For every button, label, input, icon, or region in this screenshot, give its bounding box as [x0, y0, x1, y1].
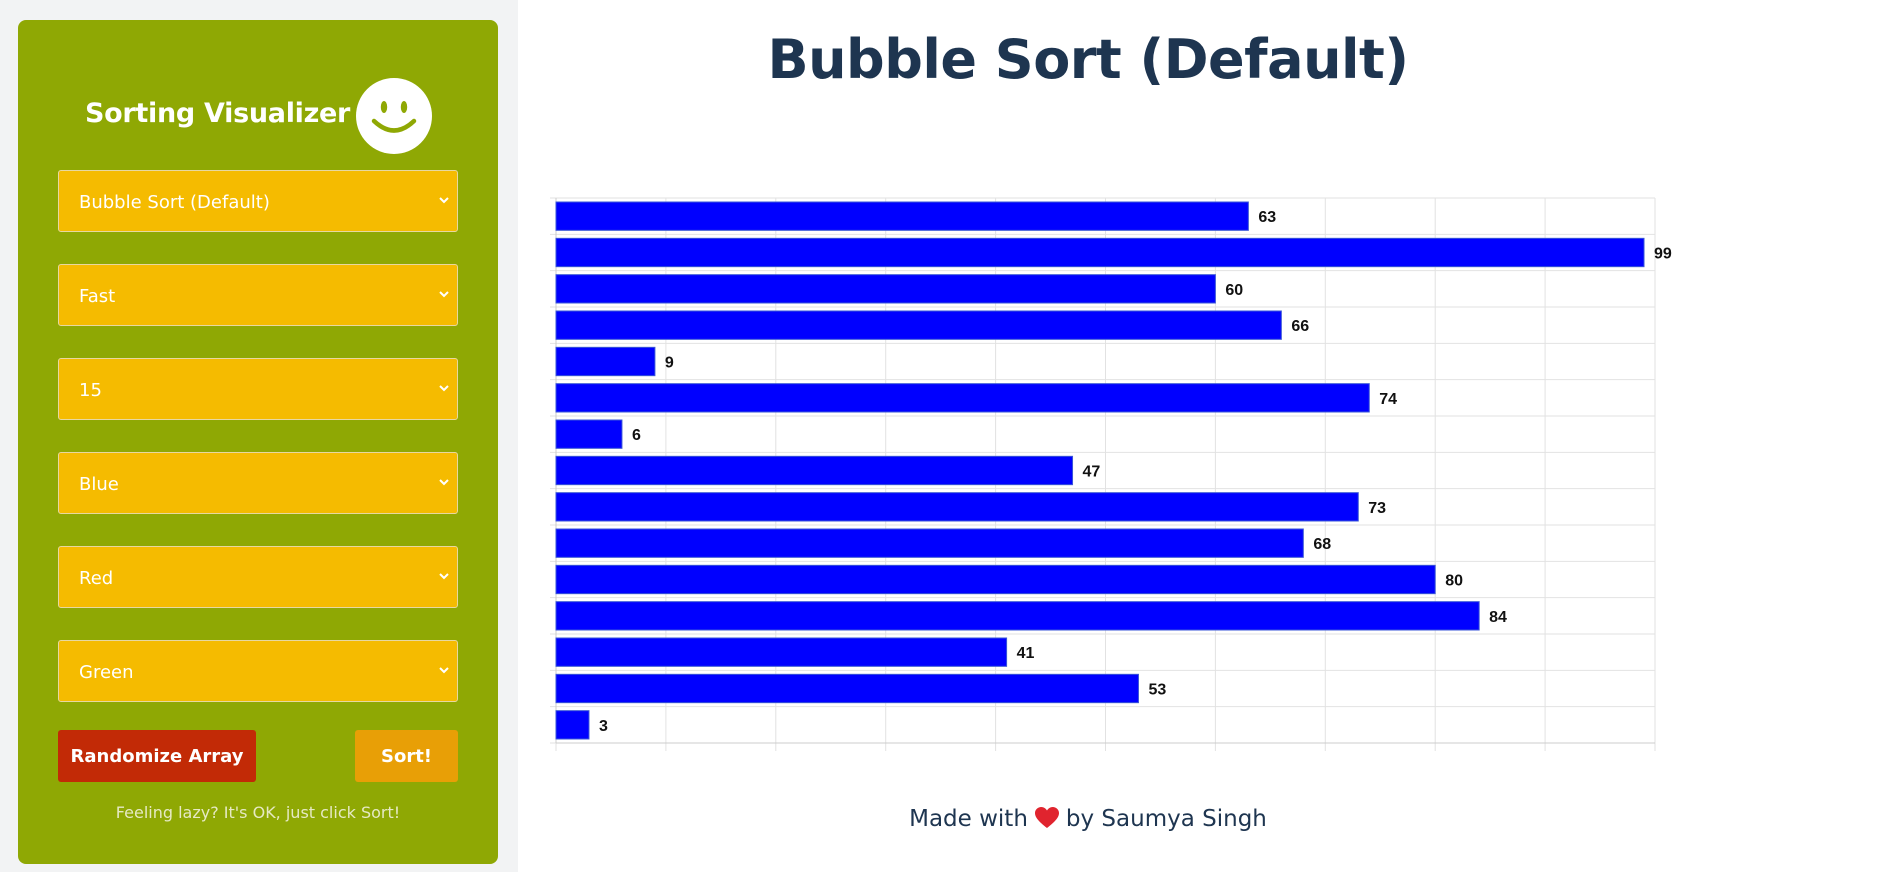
chevron-down-icon — [439, 291, 449, 298]
chart-bar — [555, 274, 1216, 304]
compare-color-select-value: Red — [79, 568, 114, 589]
bar-value-label: 80 — [1445, 573, 1463, 590]
chart-bar — [555, 237, 1645, 268]
bar-value-label: 63 — [1258, 209, 1276, 226]
chart-bar — [555, 383, 1370, 413]
chevron-down-icon — [439, 667, 449, 674]
chevron-down-icon — [439, 573, 449, 580]
size-select[interactable]: 15 — [58, 358, 458, 420]
chart-bar — [555, 346, 656, 377]
footer-text-before: Made with — [909, 806, 1028, 832]
chevron-down-icon — [439, 385, 449, 392]
bar-value-label: 74 — [1379, 391, 1397, 408]
chart-bar — [555, 601, 1480, 631]
speed-select-value: Fast — [79, 286, 116, 307]
bar-value-label: 73 — [1368, 500, 1386, 517]
chevron-down-icon — [439, 479, 449, 486]
bar-value-label: 99 — [1654, 246, 1672, 263]
algorithm-select-value: Bubble Sort (Default) — [79, 192, 270, 213]
bar-value-label: 66 — [1291, 318, 1309, 335]
chart-bar — [555, 710, 590, 740]
smiley-icon — [356, 78, 432, 154]
chart-bar — [555, 673, 1139, 704]
bar-value-label: 6 — [632, 427, 641, 444]
chart-bar — [555, 455, 1074, 486]
page-title: Bubble Sort (Default) — [767, 28, 1409, 91]
algorithm-select[interactable]: Bubble Sort (Default) — [58, 170, 458, 232]
hint-text: Feeling lazy? It's OK, just click Sort! — [115, 803, 401, 822]
chart-bar — [555, 419, 623, 449]
bar-value-label: 9 — [665, 355, 674, 372]
sidebar: Sorting Visualizer Bubble Sort (Default)… — [18, 20, 498, 864]
randomize-array-button[interactable]: Randomize Array — [58, 730, 256, 782]
chart-bar — [555, 310, 1282, 340]
footer-text-after: by Saumya Singh — [1065, 806, 1267, 832]
chart-bar — [555, 492, 1359, 522]
size-select-value: 15 — [79, 380, 102, 401]
chart-bar — [555, 637, 1008, 667]
chart-bar — [555, 201, 1249, 231]
bar-value-label: 53 — [1148, 682, 1166, 699]
main-panel: Bubble Sort (Default) 63 99 60 66 9 74 6 47 73 68… — [518, 0, 1887, 872]
app-title: Sorting Visualizer — [85, 98, 351, 129]
sort-button[interactable]: Sort! — [355, 730, 458, 782]
bar-value-label: 3 — [599, 718, 608, 735]
logo-row: Sorting Visualizer — [18, 78, 498, 158]
speed-select[interactable]: Fast — [58, 264, 458, 326]
bar-value-label: 47 — [1083, 464, 1101, 481]
chart-bar — [555, 564, 1436, 595]
bar-value-label: 60 — [1225, 282, 1243, 299]
bar-value-label: 84 — [1489, 609, 1507, 626]
bar-value-label: 41 — [1017, 645, 1035, 662]
footer: Made with by Saumya Singh — [518, 806, 1658, 832]
compare-color-select[interactable]: Red — [58, 546, 458, 608]
sorted-color-select[interactable]: Green — [58, 640, 458, 702]
bar-chart: 63 99 60 66 9 74 6 47 73 68 80 84 41 53 3 — [550, 197, 1672, 751]
bar-value-label: 68 — [1313, 536, 1331, 553]
bar-color-select-value: Blue — [79, 474, 119, 495]
chevron-down-icon — [439, 197, 449, 204]
chart-bar — [555, 528, 1304, 558]
sorted-color-select-value: Green — [79, 662, 134, 683]
heart-icon — [1034, 807, 1059, 828]
bar-color-select[interactable]: Blue — [58, 452, 458, 514]
